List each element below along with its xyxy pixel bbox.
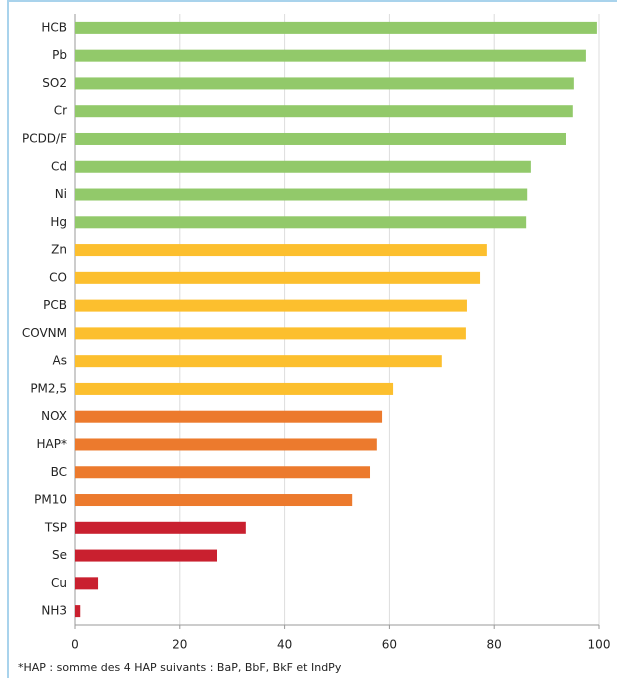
bar: [75, 21, 597, 34]
y-tick-label: As: [53, 354, 67, 368]
y-tick-label: HAP*: [37, 437, 67, 451]
bar: [75, 521, 246, 534]
x-tick-label: 100: [588, 638, 611, 652]
bar: [75, 77, 574, 90]
x-tick-label: 80: [487, 638, 502, 652]
bar: [75, 49, 586, 62]
y-tick-label: Ni: [55, 187, 67, 201]
bar: [75, 188, 528, 201]
y-tick-label: PM2,5: [30, 381, 67, 395]
bar: [75, 299, 467, 312]
bar: [75, 410, 383, 423]
bar: [75, 382, 394, 395]
x-tick-label: 0: [71, 638, 79, 652]
y-tick-label: NOX: [41, 409, 67, 423]
bar: [75, 216, 527, 229]
bar: [75, 549, 218, 562]
y-tick-label: Zn: [51, 243, 67, 257]
bar: [75, 466, 371, 479]
y-tick-label: Cd: [51, 159, 67, 173]
y-tick-label: Cu: [51, 576, 67, 590]
bar: [75, 105, 573, 118]
x-tick-label: 20: [172, 638, 187, 652]
bar: [75, 327, 466, 340]
y-tick-label: PCDD/F: [22, 131, 67, 145]
bar: [75, 605, 81, 618]
y-tick-label: SO2: [42, 76, 67, 90]
y-tick-label: Pb: [52, 48, 67, 62]
y-tick-label: PCB: [43, 298, 67, 312]
footnote: *HAP : somme des 4 HAP suivants : BaP, B…: [18, 661, 342, 674]
bar: [75, 132, 566, 145]
y-tick-label: NH3: [41, 604, 67, 618]
y-tick-label: CO: [49, 270, 67, 284]
bar: [75, 355, 442, 368]
bar: [75, 244, 487, 257]
bar: [75, 438, 377, 451]
bar: [75, 494, 353, 507]
bar: [75, 577, 99, 590]
y-tick-label: BC: [51, 465, 67, 479]
y-tick-label: TSP: [44, 520, 67, 534]
y-tick-label: HCB: [41, 20, 67, 34]
y-tick-label: COVNM: [22, 326, 67, 340]
y-tick-label: Cr: [54, 104, 67, 118]
bar: [75, 160, 531, 173]
bar: [75, 271, 481, 284]
x-tick-label: 60: [382, 638, 397, 652]
x-tick-label: 40: [277, 638, 292, 652]
y-tick-label: PM10: [34, 493, 67, 507]
y-tick-label: Se: [52, 548, 67, 562]
y-tick-label: Hg: [50, 215, 67, 229]
